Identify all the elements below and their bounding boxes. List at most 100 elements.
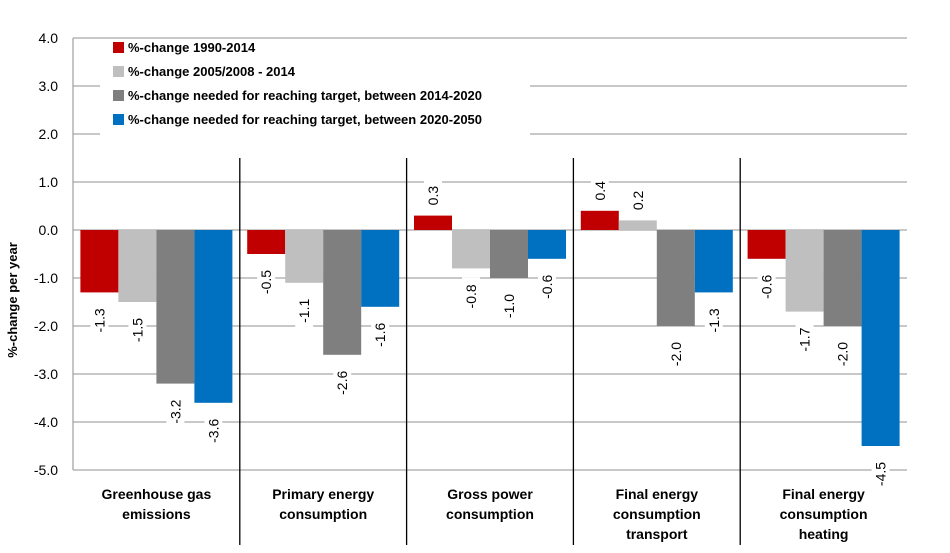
- legend-label: %-change 1990-2014: [128, 40, 256, 55]
- data-label-bg: [871, 455, 890, 493]
- bar: [618, 220, 657, 230]
- data-label-bg: [462, 277, 480, 316]
- data-label-text: 0.2: [630, 190, 646, 210]
- data-label-text: -1.6: [372, 323, 388, 347]
- y-tick-label: 2.0: [39, 126, 59, 142]
- data-label-bg: [90, 301, 109, 340]
- data-label: -3.6: [204, 411, 223, 450]
- data-label-text: -0.5: [258, 270, 274, 294]
- data-label-text: 0.3: [425, 186, 441, 206]
- data-label-text: -1.7: [797, 327, 813, 351]
- data-label-text: -2.6: [334, 371, 350, 395]
- data-label-text: -1.0: [501, 294, 517, 318]
- data-label-text: -2.0: [668, 342, 684, 366]
- data-label: -1.3: [90, 301, 109, 340]
- y-tick-label: 1.0: [39, 174, 59, 190]
- y-tick-label: 3.0: [39, 78, 59, 94]
- data-labels: -1.3 -0.5 0.3 0.4 -0.6 -1.5 -1.1 -0.8 0.2 -1.7 -3.…: [90, 175, 890, 493]
- category-label-line: heating: [799, 526, 849, 542]
- data-label: -1.1: [295, 291, 314, 330]
- category-label: Gross power consumption: [446, 486, 534, 522]
- y-axis-ticks: 4.0 3.0 2.0 1.0 0.0 -1.0 -2.0 -3.0 -4.0 -5.0: [34, 30, 58, 478]
- data-label: 0.2: [628, 185, 647, 216]
- bar: [823, 230, 862, 326]
- y-tick-label: 0.0: [39, 222, 59, 238]
- data-label: -2.0: [833, 335, 852, 373]
- data-label-bg: [500, 287, 518, 325]
- data-label: -1.3: [704, 301, 723, 340]
- data-label: -0.6: [757, 267, 776, 306]
- data-label-bg: [128, 311, 147, 349]
- category-label-line: Gross power: [447, 486, 533, 502]
- bar: [747, 230, 786, 259]
- category-label-line: consumption: [613, 506, 701, 522]
- legend-label: %-change needed for reaching target, bet…: [128, 112, 482, 127]
- bar: [528, 230, 566, 259]
- data-label-bg: [833, 335, 852, 373]
- bar: [247, 230, 286, 254]
- bar: [414, 215, 452, 230]
- bar: [490, 230, 528, 278]
- data-label-bg: [666, 335, 685, 373]
- data-label: -1.5: [128, 311, 147, 349]
- data-label: -4.5: [871, 455, 890, 493]
- category-labels: Greenhouse gas emissions Primary energy con…: [102, 486, 868, 542]
- data-label-text: -0.6: [539, 275, 555, 299]
- data-label-bg: [628, 185, 647, 216]
- y-tick-label: -1.0: [34, 270, 58, 286]
- bar: [580, 210, 619, 230]
- category-label: Final energy consumption heating: [780, 486, 868, 542]
- y-tick-label: -5.0: [34, 462, 58, 478]
- data-label-bg: [166, 392, 185, 431]
- data-label-bg: [538, 267, 556, 306]
- data-label: -0.6: [538, 267, 556, 306]
- data-label-bg: [257, 263, 276, 301]
- category-label-line: consumption: [780, 506, 868, 522]
- data-label: 0.4: [590, 175, 609, 206]
- data-label: -0.5: [257, 263, 276, 301]
- legend-swatch: [113, 42, 124, 53]
- category-label-line: emissions: [122, 506, 191, 522]
- data-label-text: 0.4: [592, 181, 608, 201]
- y-tick-label: -3.0: [34, 366, 58, 382]
- category-label-line: Primary energy: [272, 486, 374, 502]
- category-label-line: consumption: [279, 506, 367, 522]
- data-label-bg: [795, 320, 814, 359]
- data-label-text: -3.2: [167, 399, 183, 423]
- data-label-text: -1.3: [706, 308, 722, 332]
- data-label-bg: [333, 363, 352, 402]
- data-label: -1.7: [795, 320, 814, 359]
- data-label-text: -0.8: [463, 284, 479, 308]
- bar: [785, 230, 824, 312]
- data-label-text: -1.5: [129, 318, 145, 342]
- data-label: 0.3: [424, 180, 442, 211]
- legend-label: %-change 2005/2008 - 2014: [128, 64, 296, 79]
- category-label-line: transport: [626, 526, 688, 542]
- data-label-bg: [295, 291, 314, 330]
- y-tick-label: 4.0: [39, 30, 59, 46]
- legend-swatch: [113, 90, 124, 101]
- category-separators: [239, 158, 741, 545]
- bar: [156, 230, 195, 384]
- data-label-bg: [590, 175, 609, 206]
- bar: [80, 230, 119, 293]
- category-label-line: Final energy: [616, 486, 699, 502]
- bar: [861, 230, 900, 446]
- category-label-line: consumption: [446, 506, 534, 522]
- bar: [452, 230, 490, 269]
- category-label: Primary energy consumption: [272, 486, 374, 522]
- data-label-bg: [757, 267, 776, 306]
- bar: [323, 230, 362, 355]
- data-label-text: -1.1: [296, 299, 312, 323]
- category-label-line: Final energy: [782, 486, 865, 502]
- category-label-line: Greenhouse gas: [102, 486, 212, 502]
- bars: [80, 210, 900, 446]
- legend: %-change 1990-2014 %-change 2005/2008 - 2…: [100, 40, 530, 136]
- bar: [361, 230, 400, 307]
- data-label: -1.6: [371, 315, 390, 354]
- legend-label: %-change needed for reaching target, bet…: [128, 88, 482, 103]
- data-label: -1.0: [500, 287, 518, 325]
- legend-swatch: [113, 66, 124, 77]
- data-label-text: -0.6: [759, 275, 775, 299]
